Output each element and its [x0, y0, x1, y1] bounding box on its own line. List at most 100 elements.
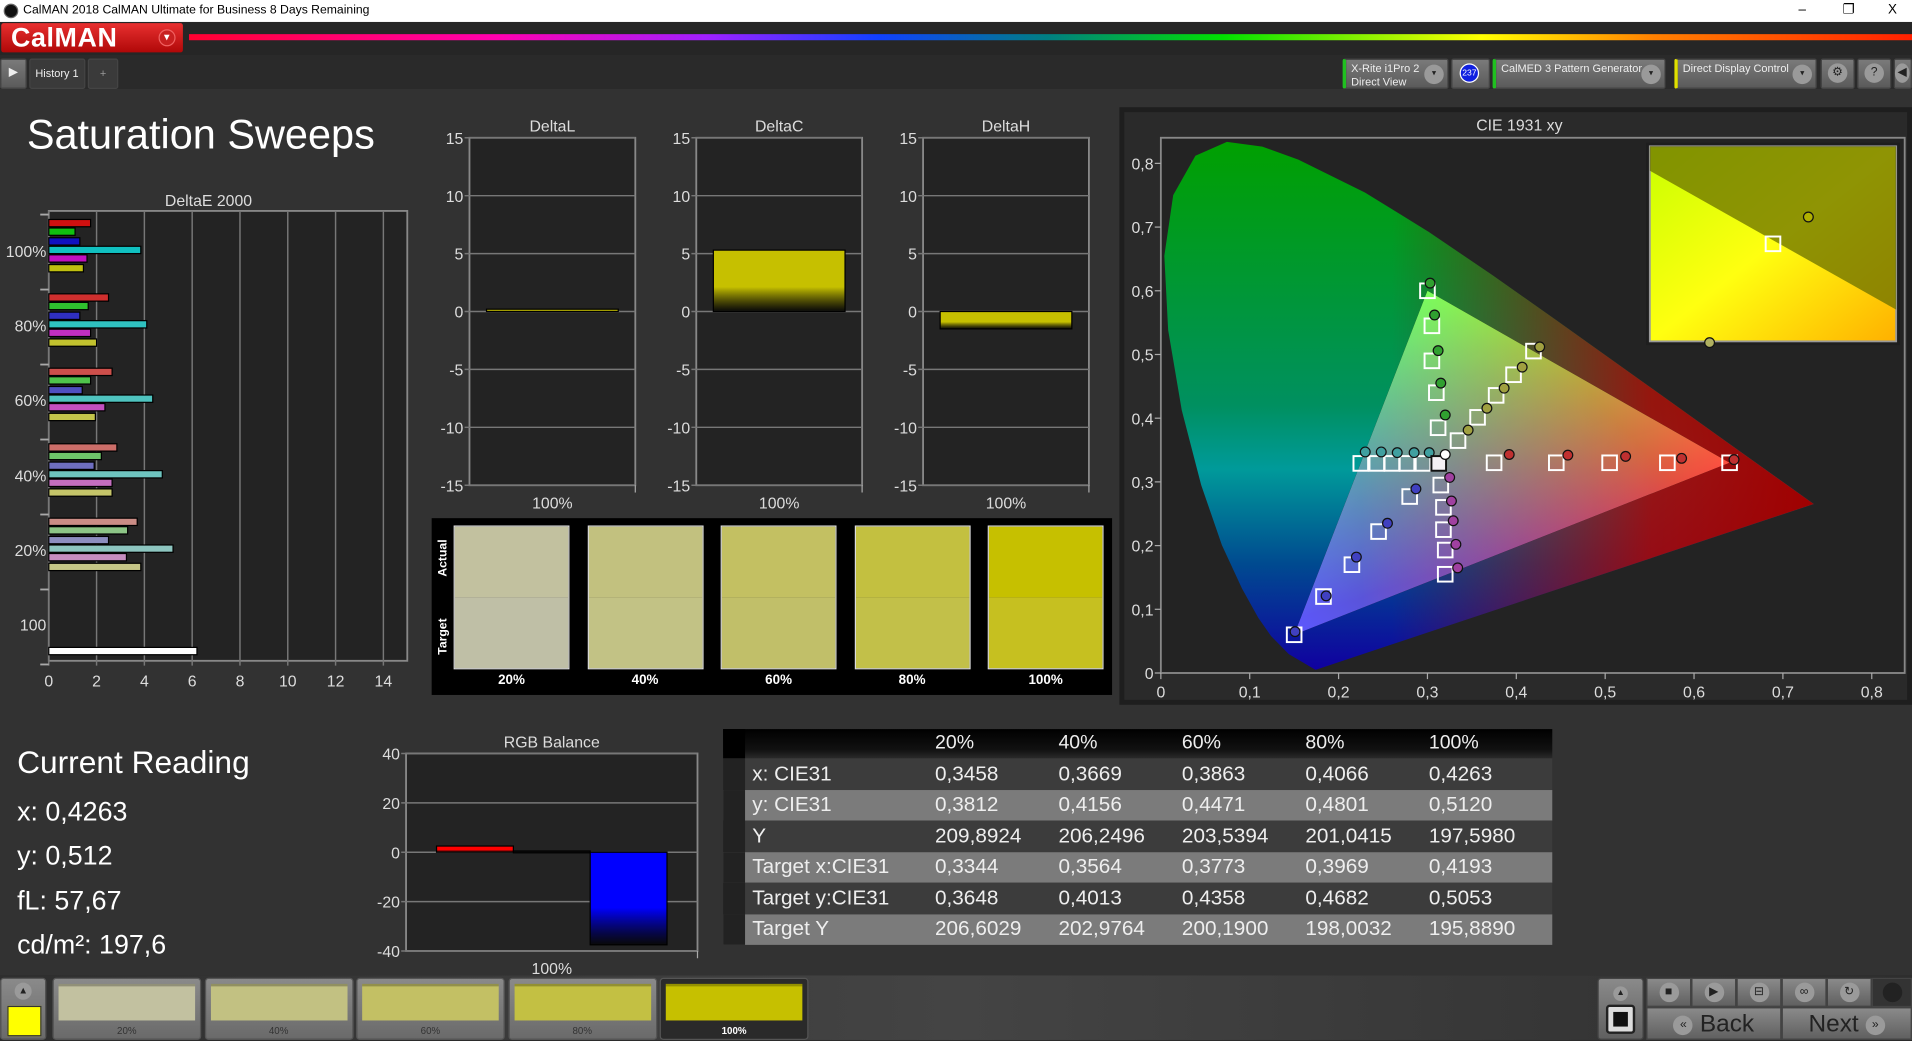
table-row[interactable]: Target x:CIE31 0,3344 0,3564 0,3773 0,3969 0,…: [723, 851, 1553, 883]
deltae-bar: [48, 263, 85, 273]
deltae-bar: [48, 320, 148, 329]
target-square: [1368, 455, 1386, 472]
record-icon: [1882, 982, 1902, 1003]
deltae-bar: [48, 478, 113, 488]
table-cell: 0,4358: [1181, 886, 1246, 910]
calman-logo-menu[interactable]: CalMAN ▾: [1, 23, 183, 53]
display-control-label: Direct Display Control: [1682, 62, 1789, 75]
y-tick-label: 15: [899, 131, 917, 148]
x-tick-label: 10: [279, 673, 297, 690]
next-button[interactable]: Next »: [1781, 1007, 1912, 1040]
deltae-bar: [48, 646, 198, 656]
back-button[interactable]: « Back: [1646, 1007, 1782, 1040]
restore-button[interactable]: ❐: [1842, 2, 1855, 18]
row-label: y: CIE31: [752, 792, 832, 816]
table-row[interactable]: Target y:CIE31 0,3648 0,4013 0,4358 0,4682 0,…: [723, 882, 1553, 914]
minimize-button[interactable]: –: [1798, 2, 1806, 18]
table-cell: 0,3344: [934, 854, 999, 879]
bracket-icon: ⊟: [1749, 982, 1769, 1003]
pattern-generator-selector[interactable]: CalMED 3 Pattern Generator ▾: [1492, 58, 1666, 90]
patch-label: 60%: [420, 1025, 441, 1037]
continuous-button[interactable]: ∞: [1781, 977, 1827, 1008]
help-button[interactable]: ?: [1857, 58, 1892, 90]
y-tick-label: 0,7: [1132, 220, 1154, 237]
y-tick-label: -10: [667, 420, 690, 437]
table-cell: 209,8924: [934, 823, 1022, 848]
y-tick-label: -5: [676, 363, 690, 380]
table-cell: 0,3969: [1305, 854, 1369, 879]
meter-status[interactable]: 237: [1451, 58, 1491, 90]
x-tick-label: 0,8: [1861, 684, 1883, 701]
read-series-button[interactable]: ⊟: [1736, 977, 1782, 1008]
deltae-bar: [48, 254, 88, 263]
bar-0: [485, 308, 619, 313]
measured-point: [1410, 483, 1422, 495]
add-tab-button[interactable]: +: [87, 58, 119, 90]
refresh-button[interactable]: ↻: [1826, 977, 1872, 1008]
patch-label: 20%: [117, 1025, 137, 1037]
row-marker: [723, 851, 745, 883]
white-measured-point: [1439, 449, 1451, 460]
target-square: [1485, 454, 1503, 472]
table-row[interactable]: Y 209,8924 206,2496 203,5394 201,0415 197,598…: [723, 820, 1553, 852]
patch-label: 40%: [268, 1025, 289, 1037]
help-icon: ?: [1864, 63, 1884, 83]
chart-title: RGB Balance: [504, 734, 600, 751]
y-tick-label: 0,3: [1132, 475, 1154, 492]
patch-20%[interactable]: 20%: [52, 977, 202, 1040]
close-button[interactable]: X: [1888, 2, 1897, 18]
white-target-square: [1430, 455, 1448, 472]
actual-swatch: [855, 526, 969, 598]
stop-button[interactable]: ■: [1646, 977, 1692, 1008]
current-color-panel[interactable]: ▲: [0, 977, 47, 1040]
pattern-window-toggle[interactable]: ▲: [1597, 977, 1644, 1040]
deltae-bar: [48, 412, 96, 422]
y-tick-label: -5: [449, 363, 463, 380]
x-tick-label: 8: [236, 673, 245, 690]
measured-point: [1498, 382, 1510, 394]
y-tick-label: 0: [391, 845, 400, 862]
tab-history-1[interactable]: History 1: [29, 58, 86, 90]
settings-button[interactable]: ⚙: [1820, 58, 1855, 90]
chart-title: DeltaC: [755, 119, 803, 136]
y-tick-label: 60%: [15, 393, 47, 410]
patch-60%[interactable]: 60%: [356, 977, 505, 1040]
measured-point: [1676, 452, 1688, 464]
bottom-bar: ▲ 20% 40% 60% 80% 100% ▲ ■ ▶ ⊟ ∞ ↻ « Back Ne…: [0, 975, 1912, 1040]
y-tick-label: -10: [440, 420, 463, 437]
patch-color: [58, 983, 196, 1021]
record-button[interactable]: [1871, 977, 1912, 1008]
gamut-triangle: [1294, 290, 1730, 635]
y-tick-label: 5: [908, 247, 917, 264]
play-icon[interactable]: ▶: [0, 58, 27, 90]
table-row[interactable]: Target Y 206,6029 202,9764 200,1900 198,0032…: [723, 913, 1553, 945]
table-row[interactable]: y: CIE31 0,3812 0,4156 0,4471 0,4801 0,5120: [723, 789, 1553, 821]
patch-100%[interactable]: 100%: [659, 977, 809, 1040]
measured-point: [1320, 590, 1332, 602]
x-tick-label: 6: [188, 673, 197, 690]
target-square: [1436, 565, 1454, 583]
deltae-bar: [48, 328, 92, 338]
patch-80%[interactable]: 80%: [507, 977, 657, 1040]
meter-badge: 237: [1459, 63, 1480, 83]
play-button[interactable]: ▶: [1691, 977, 1737, 1008]
table-cell: 200,1900: [1181, 917, 1269, 941]
collapse-button[interactable]: ◀: [1893, 58, 1912, 90]
back-label: Back: [1699, 1010, 1755, 1038]
y-tick-label: 0: [1145, 666, 1154, 683]
target-square: [1505, 366, 1522, 384]
display-control-selector[interactable]: Direct Display Control ▾: [1674, 58, 1817, 90]
x-tick-label: 0,1: [1239, 684, 1261, 701]
refresh-icon: ↻: [1839, 982, 1859, 1003]
table-row[interactable]: x: CIE31 0,3458 0,3669 0,3863 0,4066 0,4263: [723, 758, 1553, 790]
target-swatch: [988, 597, 1103, 669]
patch-40%[interactable]: 40%: [204, 977, 354, 1040]
column-header: 20%: [934, 732, 975, 754]
actual-label: Actual: [436, 539, 450, 577]
current-reading-title: Current Reading: [17, 743, 250, 781]
row-marker: [723, 820, 745, 852]
stop-icon: ■: [1658, 982, 1679, 1003]
table-cell: 0,5120: [1428, 792, 1493, 816]
meter-selector[interactable]: X-Rite i1Pro 2 Direct View ▾: [1342, 58, 1449, 90]
y-tick-label: -15: [440, 478, 463, 495]
